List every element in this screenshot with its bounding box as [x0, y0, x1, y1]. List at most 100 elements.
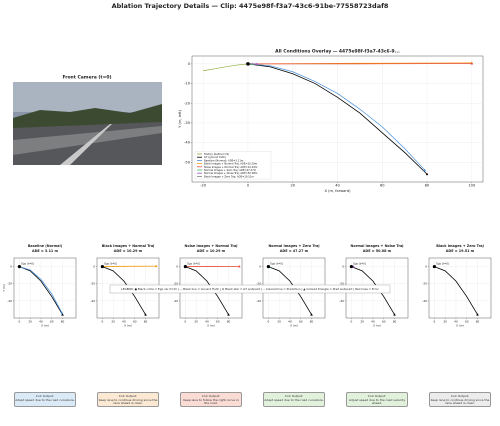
- x-tick-label: 20: [290, 184, 295, 188]
- annotation: Ego (t=0): [270, 262, 283, 266]
- x-axis-label: X (m): [290, 324, 298, 328]
- x-tick-label: 40: [288, 320, 292, 324]
- series-line: [268, 266, 312, 315]
- coc-box: CoC Output: Adapt speed due to the road c…: [263, 392, 325, 407]
- x-tick-label: 40: [335, 184, 340, 188]
- x-tick-label: 0: [185, 320, 187, 324]
- x-tick-label: 0: [19, 320, 21, 324]
- legend-label: Baseline (Normal): ADE=3.11m: [204, 158, 244, 162]
- y-tick-label: 0: [93, 265, 95, 269]
- x-tick-label: 0: [434, 320, 436, 324]
- x-tick-label: 0: [351, 320, 353, 324]
- ego-marker: [266, 264, 270, 269]
- coc-text: Adjust speed due to the road velocity ah…: [348, 397, 406, 406]
- x-tick-label: 60: [216, 320, 220, 324]
- y-tick-label: -40: [184, 141, 191, 145]
- y-axis-label: Y (m, left): [178, 110, 182, 128]
- x-axis-label: X (m, forward): [325, 189, 352, 193]
- x-tick-label: 40: [39, 320, 43, 324]
- x-tick-label: 80: [393, 320, 397, 324]
- y-tick-label: 0: [259, 265, 261, 269]
- y-tick-label: -40: [173, 299, 178, 303]
- endpoint-marker: [470, 62, 474, 65]
- legend-label: Black Images + Zero Traj: ADE=19.51m: [204, 174, 254, 178]
- x-axis-label: X (m): [373, 324, 381, 328]
- chart-title: Noise Images + Normal Traj: [185, 244, 238, 248]
- coc-label: CoC Output:: [118, 394, 138, 398]
- x-tick-label: 20: [111, 320, 115, 324]
- coc-box: CoC Output: Adapt speed due to the road c…: [14, 392, 76, 407]
- coc-text: Keep lane to follow the right curve in t…: [183, 397, 239, 406]
- legend-label: Noise Images + Normal Traj: ADE=10.29m: [204, 165, 258, 169]
- chart-subtitle: ADE = 10.29 m: [114, 249, 143, 253]
- chart-subtitle: ADE = 47.27 m: [280, 249, 309, 253]
- ego-marker: [246, 62, 250, 66]
- chart-subtitle: ADE = 50.08 m: [363, 249, 392, 253]
- x-tick-label: 20: [194, 320, 198, 324]
- chart-subtitle: ADE = 19.51 m: [446, 249, 475, 253]
- x-tick-label: 20: [360, 320, 364, 324]
- annotation: Ego (t=0): [104, 262, 117, 266]
- annotation: Ego (t=0): [187, 262, 200, 266]
- endpoint-marker: [60, 311, 64, 314]
- endpoint-marker: [423, 168, 427, 172]
- x-tick-label: 60: [133, 320, 137, 324]
- ego-marker: [100, 264, 104, 269]
- camera-title: Front Camera (t=0): [62, 75, 111, 81]
- coc-label: CoC Output:: [201, 394, 221, 398]
- series-line: [185, 266, 229, 315]
- chart-title: Normal Images + Zero Traj: [268, 244, 319, 248]
- plot-area: [428, 257, 492, 319]
- x-tick-label: 0: [268, 320, 270, 324]
- coc-box: CoC Output: Keep lane to follow the right…: [180, 392, 242, 407]
- coc-label: CoC Output:: [367, 394, 387, 398]
- coc-label: CoC Output:: [450, 394, 470, 398]
- coc-text: Keep lane to continue driving since the …: [430, 397, 490, 406]
- ego-marker: [432, 264, 436, 269]
- x-axis-label: X (m): [41, 324, 49, 328]
- x-tick-label: 40: [371, 320, 375, 324]
- y-tick-label: -20: [256, 282, 261, 286]
- series-line: [247, 63, 428, 175]
- endpoint-marker: [238, 265, 241, 268]
- x-axis-label: X (m): [207, 324, 215, 328]
- x-tick-label: 20: [28, 320, 32, 324]
- chart-title: Black Images + Zero Traj: [436, 244, 484, 248]
- series-line: [102, 266, 146, 315]
- legend-label: Black Images + Normal Traj: ADE=10.29m: [204, 162, 258, 166]
- x-tick-label: -20: [200, 184, 207, 188]
- endpoint-marker: [255, 62, 259, 65]
- x-tick-label: 60: [50, 320, 54, 324]
- y-tick-label: 0: [425, 265, 427, 269]
- chart-title: Normal Images + Noise Traj: [351, 244, 404, 248]
- x-tick-label: 0: [247, 184, 250, 188]
- y-tick-label: -20: [173, 282, 178, 286]
- coc-label: CoC Output:: [284, 394, 304, 398]
- x-tick-label: 80: [61, 320, 65, 324]
- coc-text: Adapt speed due to the road curvature.: [264, 397, 324, 402]
- camera-image: [13, 82, 162, 165]
- chart-title: Black Images + Normal Traj: [102, 244, 155, 248]
- ego-marker: [183, 264, 187, 269]
- coc-text: Keep lane to continue driving since the …: [98, 397, 158, 406]
- series-line: [19, 266, 63, 315]
- series-line: [247, 63, 426, 171]
- x-axis-label: X (m): [124, 324, 132, 328]
- coc-box: CoC Output: Adjust speed due to the road …: [346, 392, 408, 407]
- y-tick-label: -10: [184, 82, 191, 86]
- coc-box: CoC Output: Keep lane to continue driving…: [97, 392, 159, 407]
- chart-title: All Conditions Overlay — 4475e98f-f3a7-4…: [275, 49, 400, 55]
- x-tick-label: 20: [277, 320, 281, 324]
- y-tick-label: 0: [188, 62, 191, 66]
- x-tick-label: 80: [144, 320, 148, 324]
- y-tick-label: -40: [339, 299, 344, 303]
- coc-box: CoC Output: Keep lane to continue driving…: [429, 392, 491, 407]
- x-tick-label: 60: [299, 320, 303, 324]
- x-tick-label: 80: [476, 320, 480, 324]
- x-tick-label: 40: [454, 320, 458, 324]
- series-line: [351, 266, 395, 315]
- annotation: Ego (t=0): [21, 262, 34, 266]
- endpoint-marker: [61, 313, 64, 316]
